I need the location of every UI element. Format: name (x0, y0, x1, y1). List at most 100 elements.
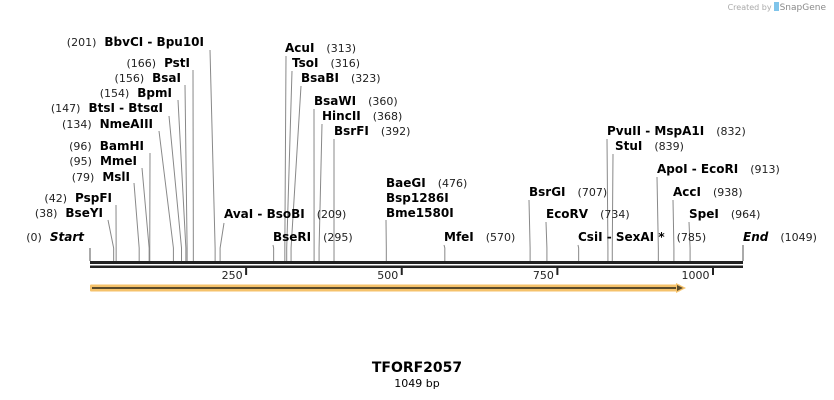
site-name: End (743, 230, 769, 244)
site-label[interactable]: BsaWI (360) (314, 94, 398, 108)
site-name: StuI (615, 139, 642, 153)
site-label[interactable]: (95) MmeI (69, 154, 137, 168)
svg-text:(96)BamHI: (96) BamHI (69, 139, 144, 153)
site-line (177, 99, 187, 261)
site-label[interactable]: EcoRV (734) (546, 207, 630, 221)
site-name: PspFI (75, 191, 112, 205)
site-label[interactable]: (134) NmeAIII (62, 117, 153, 131)
site-name: Start (50, 230, 85, 244)
site-label[interactable]: (201) BbvCI - Bpu10I (67, 35, 204, 49)
site-label[interactable]: AcuI (313) (285, 41, 356, 55)
site-position: (1049) (780, 231, 817, 244)
site-label[interactable]: MfeI (570) (444, 230, 515, 244)
svg-text:TsoI(316): TsoI (316) (292, 56, 360, 70)
site-name: AvaI - BsoBI (224, 207, 305, 221)
svg-text:CsiI - SexAI *(785): CsiI - SexAI * (785) (578, 230, 706, 244)
site-position: (964) (731, 208, 761, 221)
site-line (107, 219, 115, 261)
svg-text:BsrFI(392): BsrFI (392) (334, 124, 410, 138)
site-position: (832) (716, 125, 746, 138)
svg-text:BsaBI(323): BsaBI (323) (301, 71, 381, 85)
site-label[interactable]: CsiI - SexAI * (785) (578, 230, 706, 244)
site-label[interactable]: (42) PspFI (44, 191, 112, 205)
site-line (133, 182, 140, 261)
site-label[interactable]: (166) PstI (126, 56, 190, 70)
site-name: NmeAIII (100, 117, 153, 131)
site-name-extra: Bsp1286I (386, 191, 449, 205)
site-line (688, 221, 691, 261)
site-label[interactable]: BsrGI (707) (529, 185, 607, 199)
site-position: (96) (69, 140, 92, 153)
snapgene-logo-icon (773, 2, 779, 11)
site-label[interactable]: (156) BsaI (115, 71, 181, 85)
site-label[interactable]: BsaBI (323) (301, 71, 381, 85)
site-name: BsaBI (301, 71, 339, 85)
orf-feature[interactable] (90, 283, 686, 293)
svg-text:ApoI - EcoRI(913): ApoI - EcoRI (913) (657, 162, 780, 176)
site-name: BsrGI (529, 185, 566, 199)
site-label[interactable]: HincII (368) (322, 109, 402, 123)
site-label[interactable]: (0) Start (26, 230, 85, 244)
site-label[interactable]: ApoI - EcoRI (913) (657, 162, 780, 176)
site-name: BtsI - BtsαI (88, 101, 163, 115)
site-label[interactable]: AvaI - BsoBI (209) (224, 207, 346, 221)
site-label[interactable]: StuI (839) (615, 139, 684, 153)
svg-text:EcoRV(734): EcoRV (734) (546, 207, 630, 221)
site-name: AcuI (285, 41, 314, 55)
svg-text:(154)BpmI: (154) BpmI (100, 86, 172, 100)
ruler-tick (400, 268, 403, 275)
site-name: BseYI (65, 206, 103, 220)
ruler-tick (245, 268, 248, 275)
svg-text:End(1049): End (1049) (743, 230, 817, 244)
site-name: TsoI (292, 56, 318, 70)
site-name-extra: Bme1580I (386, 206, 454, 220)
svg-text:AcuI(313): AcuI (313) (285, 41, 356, 55)
site-label[interactable]: (79) MslI (72, 170, 130, 184)
site-position: (166) (126, 57, 156, 70)
site-position: (154) (100, 87, 130, 100)
site-position: (316) (330, 57, 360, 70)
site-position: (707) (578, 186, 608, 199)
site-name: BsaWI (314, 94, 356, 108)
site-position: (360) (368, 95, 398, 108)
site-line (318, 123, 323, 261)
site-label[interactable]: BseRI (295) (273, 230, 353, 244)
ruler-tick (556, 268, 559, 275)
sequence-name: TFORF2057 (371, 360, 463, 376)
site-label[interactable]: TsoI (316) (292, 56, 360, 70)
site-position: (201) (67, 36, 97, 49)
site-line (219, 222, 225, 261)
site-label[interactable]: AccI (938) (673, 185, 743, 199)
site-label[interactable]: BsrFI (392) (334, 124, 410, 138)
site-label[interactable]: (96) BamHI (69, 139, 144, 153)
svg-text:HincII(368): HincII (368) (322, 109, 402, 123)
site-name: BpmI (137, 86, 172, 100)
svg-text:(79)MslI: (79) MslI (72, 170, 130, 184)
site-position: (156) (115, 72, 145, 85)
svg-text:(42)PspFI: (42) PspFI (44, 191, 112, 205)
svg-text:AccI(938): AccI (938) (673, 185, 743, 199)
snapgene-branding: Created by SnapGene (728, 2, 826, 13)
site-name: ApoI - EcoRI (657, 162, 738, 176)
site-label[interactable]: SpeI (964) (689, 207, 760, 221)
svg-text:StuI(839): StuI (839) (615, 139, 684, 153)
site-position: (392) (381, 125, 411, 138)
svg-text:PvuII - MspA1I(832): PvuII - MspA1I (832) (607, 124, 746, 138)
sequence-backbone (90, 261, 743, 268)
site-line (209, 49, 216, 261)
branding-prefix: Created by (727, 3, 772, 12)
svg-text:BseRI(295): BseRI (295) (273, 230, 353, 244)
site-label[interactable]: (38) BseYI (35, 206, 103, 220)
site-position: (79) (72, 171, 95, 184)
site-label[interactable]: End (1049) (743, 230, 817, 244)
site-label[interactable]: (154) BpmI (100, 86, 172, 100)
site-label[interactable]: PvuII - MspA1I (832) (607, 124, 746, 138)
site-label[interactable]: (147) BtsI - BtsαI (51, 101, 163, 115)
svg-text:(147)BtsI - BtsαI: (147) BtsI - BtsαI (51, 101, 163, 115)
site-position: (38) (35, 207, 58, 220)
svg-text:(134)NmeAIII: (134) NmeAIII (62, 117, 153, 131)
site-name: MmeI (100, 154, 137, 168)
ruler-tick-label: 250 (222, 269, 243, 282)
site-line (577, 244, 580, 261)
